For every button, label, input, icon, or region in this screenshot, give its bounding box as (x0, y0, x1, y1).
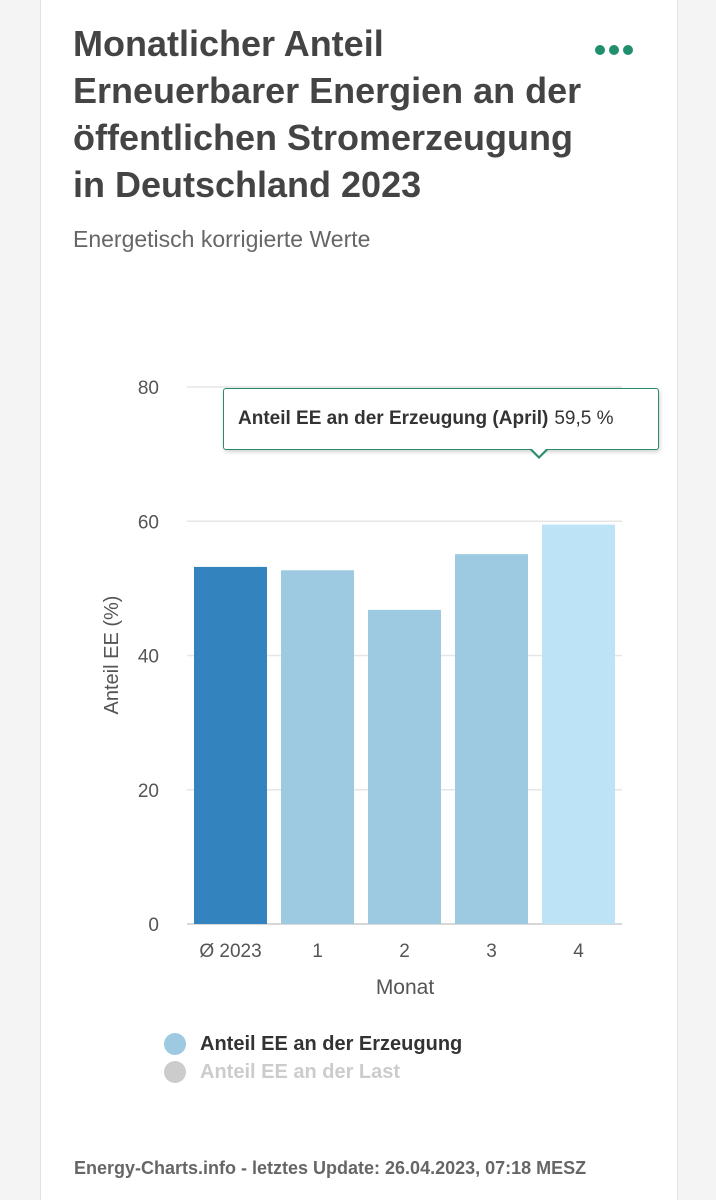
y-tick-label: 60 (138, 512, 159, 533)
bar-month-4[interactable] (542, 524, 615, 924)
more-dots-icon-dot (623, 45, 633, 55)
x-tick-label: 3 (486, 941, 497, 962)
footer-source: Energy-Charts.info - letztes Update: 26.… (74, 1158, 587, 1178)
y-tick-label: 80 (138, 378, 159, 399)
x-axis-label: Monat (376, 976, 435, 999)
tooltip-pointer (529, 448, 549, 459)
chart-title: Monatlicher Anteil Erneuerbarer Energien… (73, 23, 582, 205)
legend-swatch-icon (164, 1033, 186, 1055)
y-axis-ticks: 0 20 40 60 80 (138, 378, 159, 936)
more-dots-icon-dot (609, 45, 619, 55)
x-axis-ticks: Ø 2023 1 2 3 4 (199, 941, 584, 962)
more-dots-icon (595, 45, 605, 55)
legend-label: Anteil EE an der Erzeugung (200, 1032, 463, 1055)
bar-month-3[interactable] (455, 554, 528, 924)
bar-chart: 0 20 40 60 80 Ø 2023 1 2 3 4 Anteil EE (%) Monat (101, 378, 622, 999)
y-tick-label: 40 (138, 647, 159, 668)
chart-tooltip: Anteil EE an der Erzeugung (April) 59,5 … (223, 388, 659, 450)
legend-item-erzeugung[interactable]: Anteil EE an der Erzeugung (164, 1030, 462, 1058)
legend-swatch-icon (164, 1061, 186, 1083)
legend-item-last[interactable]: Anteil EE an der Last (164, 1058, 462, 1086)
chart-menu-button[interactable] (590, 36, 638, 64)
x-tick-label: 2 (399, 941, 410, 962)
bar-month-2[interactable] (368, 609, 441, 924)
x-tick-label: Ø 2023 (199, 941, 261, 962)
chart-subtitle: Energetisch korrigierte Werte (73, 226, 371, 252)
bar-average[interactable] (194, 566, 267, 924)
tooltip-label: Anteil EE an der Erzeugung (April) (238, 408, 549, 429)
x-tick-label: 4 (573, 941, 584, 962)
bars (194, 524, 615, 924)
chart-legend: Anteil EE an der Erzeugung Anteil EE an … (164, 1030, 462, 1086)
y-tick-label: 0 (148, 915, 159, 936)
bar-month-1[interactable] (281, 570, 354, 924)
x-tick-label: 1 (312, 941, 323, 962)
y-axis-label: Anteil EE (%) (101, 596, 123, 715)
tooltip-value: 59,5 % (554, 408, 614, 429)
y-tick-label: 20 (138, 781, 159, 802)
legend-label: Anteil EE an der Last (200, 1060, 401, 1083)
